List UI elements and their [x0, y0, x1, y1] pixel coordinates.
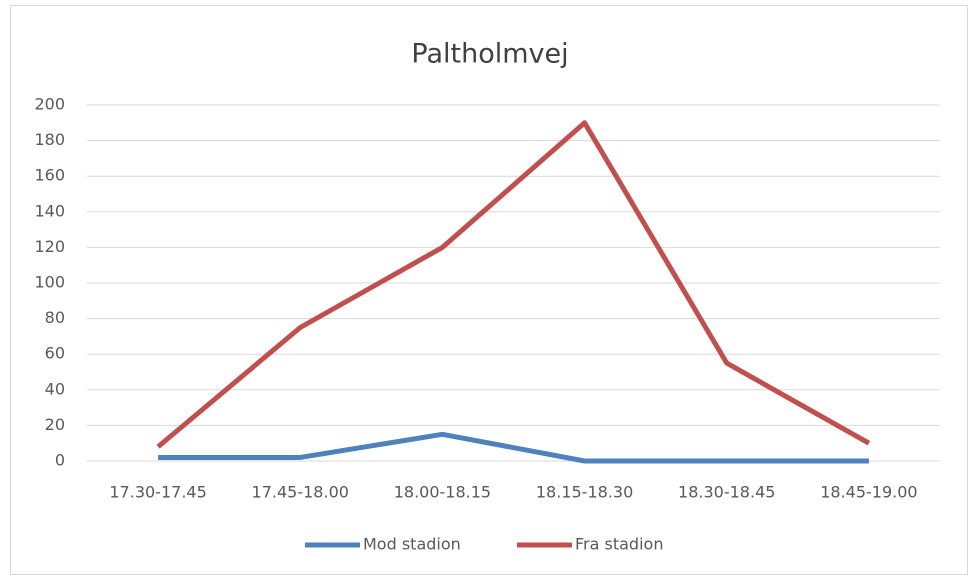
- x-tick-label: 18.45-19.00: [820, 483, 917, 502]
- legend-label: Fra stadion: [575, 535, 663, 554]
- y-tick-label: 140: [34, 201, 65, 220]
- x-tick-label: 18.15-18.30: [536, 483, 633, 502]
- chart-border: [10, 5, 968, 575]
- y-tick-label: 100: [34, 273, 65, 292]
- x-tick-label: 17.30-17.45: [109, 483, 206, 502]
- y-tick-label: 0: [55, 451, 65, 470]
- legend-label: Mod stadion: [363, 535, 461, 554]
- y-tick-label: 20: [45, 415, 65, 434]
- y-tick-label: 60: [45, 344, 65, 363]
- line-series: [158, 431, 869, 464]
- x-tick-label: 17.45-18.00: [252, 483, 349, 502]
- x-tick-label: 18.30-18.45: [678, 483, 775, 502]
- y-tick-label: 80: [45, 308, 65, 327]
- y-tick-label: 120: [34, 237, 65, 256]
- chart-title: Paltholmvej: [411, 39, 568, 70]
- x-tick-label: 18.00-18.15: [394, 483, 491, 502]
- y-tick-label: 40: [45, 379, 65, 398]
- y-tick-label: 180: [34, 130, 65, 149]
- y-tick-label: 160: [34, 166, 65, 185]
- line-series: [156, 120, 871, 449]
- y-tick-label: 200: [34, 95, 65, 114]
